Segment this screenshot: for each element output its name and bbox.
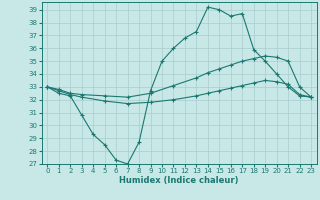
X-axis label: Humidex (Indice chaleur): Humidex (Indice chaleur) (119, 176, 239, 185)
